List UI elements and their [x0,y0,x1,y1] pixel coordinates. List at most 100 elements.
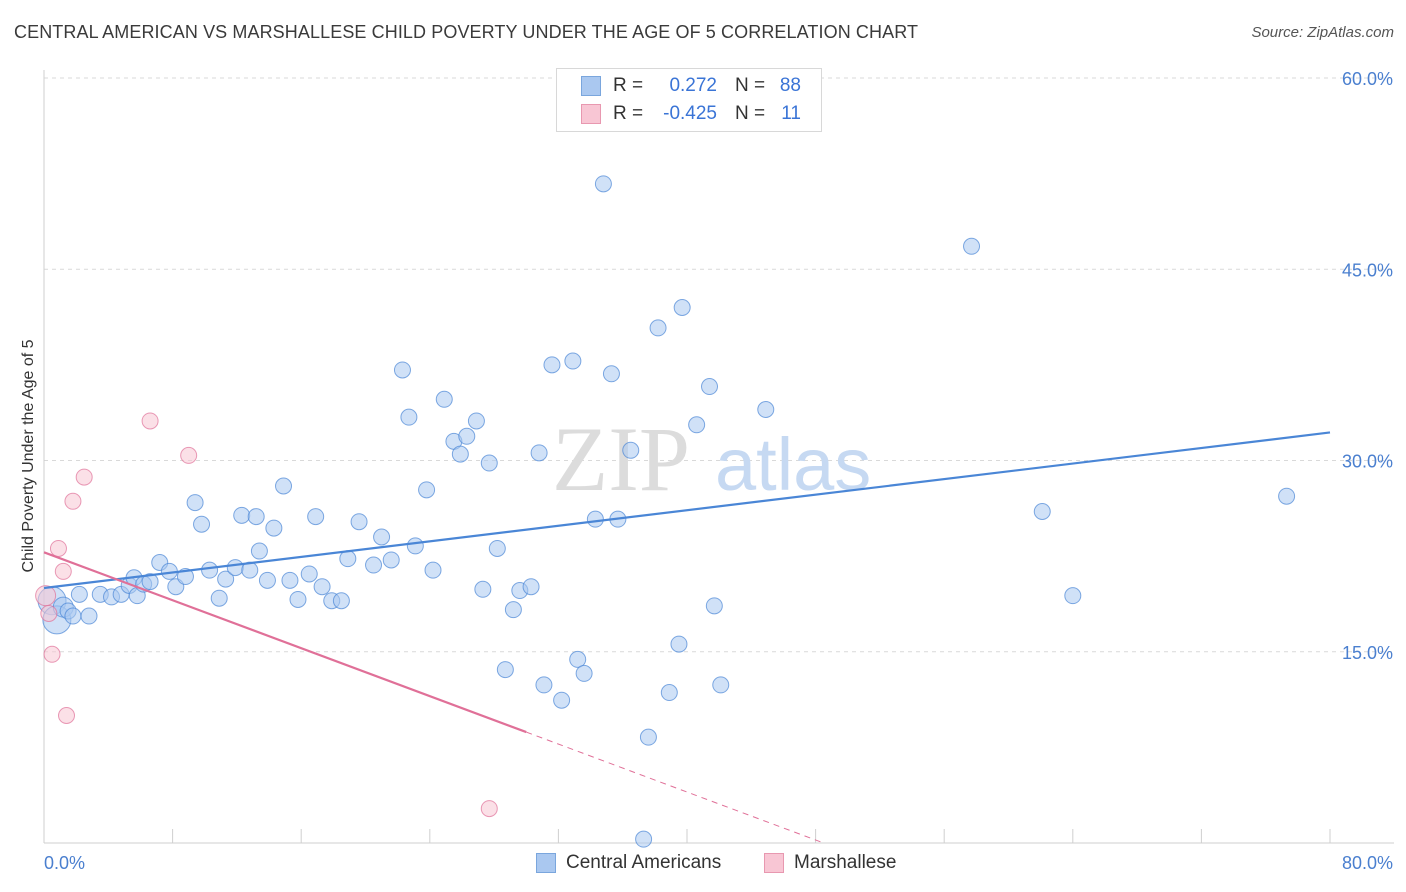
point-central-americans [350,513,368,531]
point-central-americans [705,597,723,615]
point-central-americans [522,578,540,596]
watermark-atlas: atlas [715,423,871,506]
legend-swatch-pink [581,104,601,124]
point-central-americans [217,570,235,588]
point-central-americans [141,573,159,591]
point-central-americans [176,568,194,586]
point-central-americans [635,830,653,848]
point-central-americans [313,578,331,596]
point-central-americans [504,601,522,619]
point-central-americans [530,444,548,462]
trend-lines [43,431,1331,844]
point-marshallese [141,412,159,430]
point-central-americans [332,592,350,610]
point-central-americans [564,352,582,370]
watermark-zip: ZIP [552,408,690,510]
point-central-americans [553,691,571,709]
bottom-legend-label: Marshallese [794,852,897,873]
bottom-legend-swatch-blue [536,853,556,873]
point-central-americans [688,416,706,434]
point-central-americans [673,299,691,316]
legend-row-central-americans: R = 0.272 N = 88 [581,73,801,99]
bottom-legend-central-americans: Central Americans [536,852,721,874]
legend-r-label: R = [613,75,644,96]
point-central-americans [307,508,325,526]
trend-line-central-americans [43,431,1331,590]
point-central-americans [458,427,476,445]
point-central-americans [201,561,219,579]
point-central-americans [289,590,307,608]
point-marshallese [40,605,58,622]
point-central-americans [575,664,593,682]
point-central-americans [265,519,283,537]
point-central-americans [382,551,400,569]
x-tick-label: 80.0% [1342,853,1393,873]
legend: R = 0.272 N = 88 R = -0.425 N = 11 [556,68,822,132]
legend-row-marshallese: R = -0.425 N = 11 [581,101,801,127]
axes [43,70,1394,844]
point-marshallese [43,645,61,663]
point-central-americans [474,580,492,598]
point-central-americans [424,561,442,579]
point-central-americans [1033,503,1051,520]
y-tick-label: 30.0% [1342,452,1393,472]
legend-n-label: N = [735,75,766,96]
legend-r-value: -0.425 [663,103,717,124]
point-central-americans [250,542,268,560]
point-central-americans [1278,487,1296,505]
x-tick-label: 0.0% [44,853,85,873]
point-central-americans [670,635,688,653]
point-central-americans [660,684,678,702]
point-central-americans [712,676,730,694]
point-central-americans [64,607,82,625]
point-central-americans [226,559,244,577]
point-central-americans [193,515,211,533]
point-central-americans [339,550,357,568]
bottom-legend-swatch-pink [764,853,784,873]
point-central-americans [247,508,265,526]
point-central-americans [418,481,436,499]
point-central-americans [393,361,411,379]
source-label: Source: ZipAtlas.com [1251,24,1394,41]
point-central-americans [639,728,657,746]
y-tick-label: 45.0% [1342,260,1393,280]
y-tick-label: 15.0% [1342,643,1393,663]
point-central-americans [233,506,251,524]
legend-r-value: 0.272 [669,75,717,96]
point-central-americans [496,661,514,679]
tick-labels: 15.0% 30.0% 45.0% 60.0% 0.0% 80.0% [44,69,1393,873]
point-central-americans [622,441,640,459]
legend-n-label: N = [735,103,766,124]
point-marshallese [180,446,198,464]
bottom-legend-marshallese: Marshallese [764,852,896,874]
y-tick-label: 60.0% [1342,69,1393,89]
point-central-americans [451,445,469,463]
bottom-legend-label: Central Americans [566,852,722,873]
point-marshallese [75,468,93,486]
point-central-americans [1064,587,1082,605]
point-central-americans [70,585,88,603]
point-central-americans [480,454,498,472]
point-central-americans [281,571,299,589]
point-central-americans [80,607,98,625]
point-central-americans [258,571,276,589]
point-marshallese [480,800,498,818]
point-central-americans [365,556,383,574]
point-central-americans [467,412,485,430]
legend-n-value: 11 [781,103,801,124]
point-central-americans [300,565,318,583]
data-points [35,175,1296,848]
trend-extension-marshallese [526,731,824,844]
point-central-americans [701,378,719,396]
point-central-americans [275,477,293,495]
point-central-americans [602,365,620,383]
point-central-americans [543,356,561,374]
legend-swatch-blue [581,76,601,96]
legend-n-value: 88 [779,75,801,96]
point-central-americans [594,175,612,193]
point-central-americans [406,537,424,555]
point-central-americans [210,589,228,607]
point-central-americans [569,650,587,668]
point-central-americans [373,528,391,546]
